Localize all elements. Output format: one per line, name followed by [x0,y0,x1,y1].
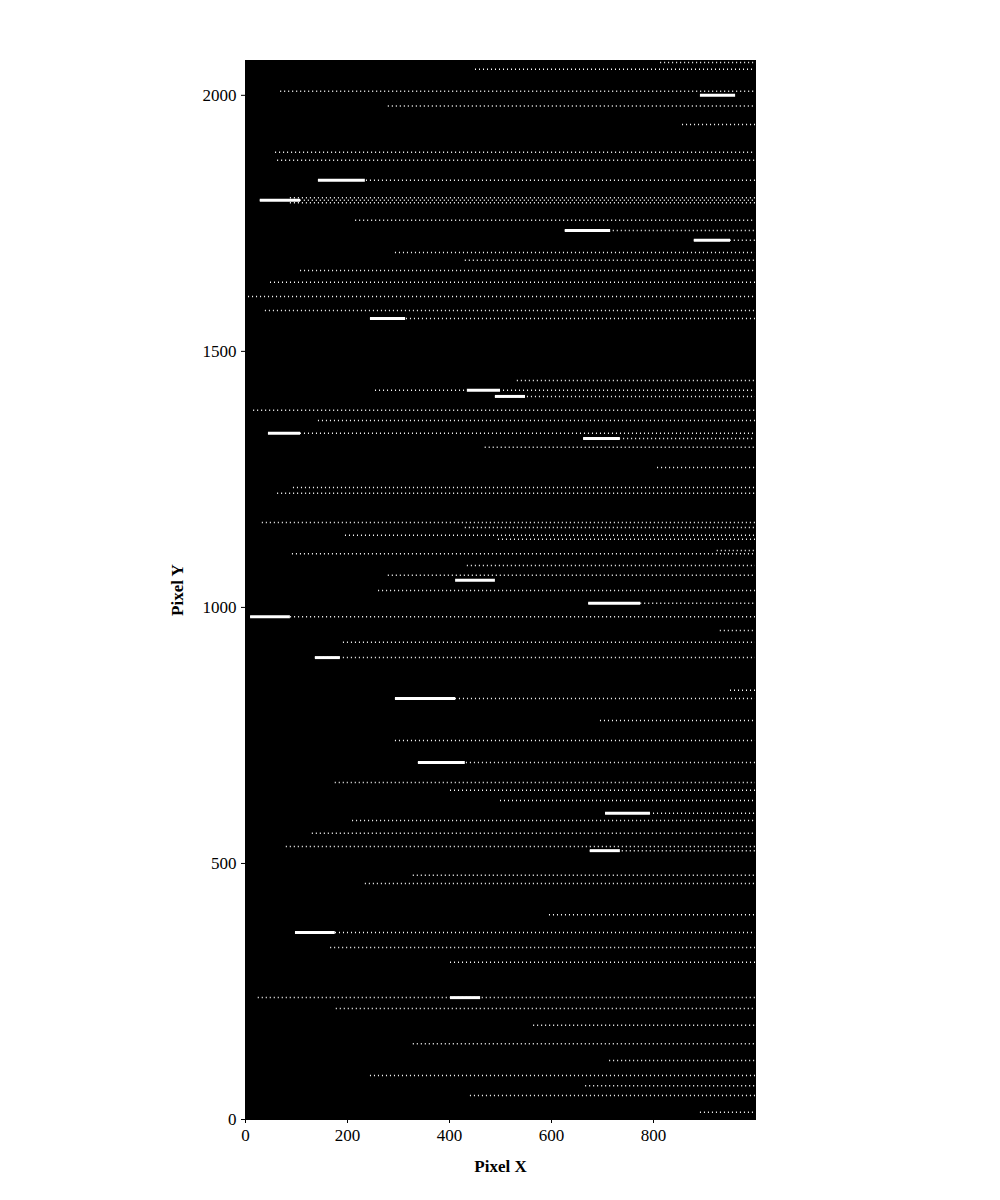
svg-text:500: 500 [211,854,237,873]
svg-text:200: 200 [335,1126,361,1145]
svg-text:800: 800 [641,1126,667,1145]
svg-text:Pixel Y: Pixel Y [168,564,187,616]
svg-text:Pixel X: Pixel X [474,1157,527,1176]
svg-text:0: 0 [228,1110,237,1129]
svg-text:1000: 1000 [203,598,237,617]
svg-text:600: 600 [539,1126,565,1145]
svg-text:400: 400 [437,1126,463,1145]
svg-text:2000: 2000 [203,86,237,105]
svg-text:1500: 1500 [203,342,237,361]
svg-text:0: 0 [241,1126,250,1145]
